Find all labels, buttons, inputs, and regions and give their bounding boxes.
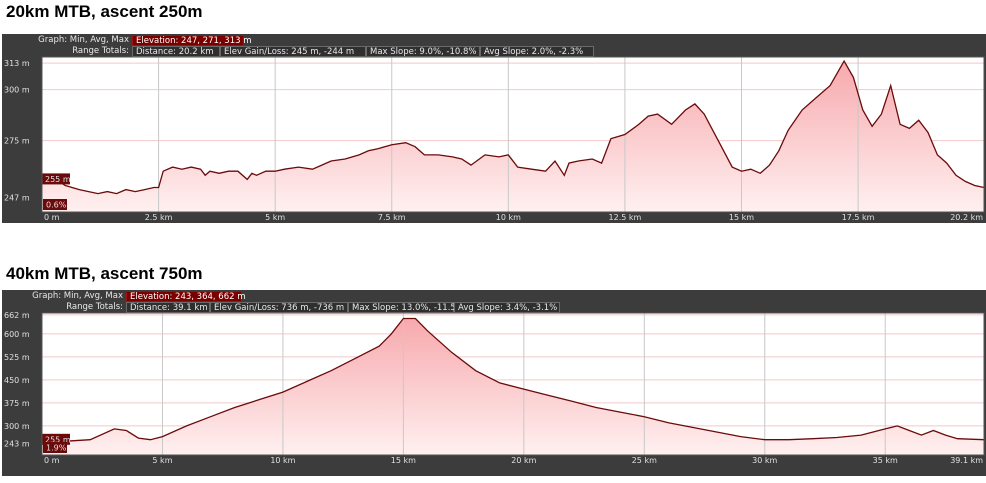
x-tick-label: 25 km (632, 456, 657, 465)
cursor-slope-badge (43, 199, 67, 210)
x-tick-label: 2.5 km (145, 213, 173, 222)
y-tick-label: 375 m (4, 399, 30, 408)
y-tick-label: 600 m (4, 330, 30, 339)
cursor-slope-label: 0.6% (46, 201, 67, 210)
y-tick-label: 275 m (4, 137, 30, 146)
elevation-area (42, 61, 984, 212)
cursor-slope-label: 1.9% (46, 444, 67, 453)
x-tick-label: 12.5 km (609, 213, 642, 222)
y-tick-label: 300 m (4, 86, 30, 95)
elevation-chart-1[interactable]: 247 m 275 m 300 m 313 m 0 m 2.5 km 5 km 7.5 km 1… (2, 34, 986, 223)
x-axis-band (42, 455, 986, 466)
elevation-profile-panel-1: Graph: Min, Avg, Max Elevation: 247, 271… (2, 34, 986, 223)
x-tick-label: 39.1 km (950, 456, 983, 465)
info-row-bottom-1: Range Totals: Distance: 20.2 km Elev Gai… (2, 46, 986, 57)
x-tick-label: 10 km (270, 456, 295, 465)
cursor-elevation-label: 255 m (45, 435, 71, 444)
chart-title-2: 40km MTB, ascent 750m (6, 264, 203, 283)
elevation-line (41, 59, 985, 195)
cursor-elevation-label: 255 m (45, 175, 71, 184)
x-tick-label: 15 km (391, 456, 416, 465)
x-tick-label: 17.5 km (842, 213, 875, 222)
cursor-slope-badge (43, 442, 67, 453)
x-tick-label: 35 km (873, 456, 898, 465)
elevation-stats: Elevation: 243, 364, 662 m (126, 291, 246, 302)
x-tick-label: 10 km (496, 213, 521, 222)
y-tick-label: 525 m (4, 353, 30, 362)
info-row-bottom-2: Range Totals: Distance: 39.1 km Elev Gai… (2, 302, 986, 313)
x-tick-label: 0 m (44, 456, 60, 465)
range-totals-label: Range Totals: (72, 46, 129, 56)
elevation-stats: Elevation: 247, 271, 313 m (132, 35, 252, 46)
graph-stats-label: Graph: Min, Avg, Max (32, 291, 123, 301)
x-tick-label: 0 m (44, 213, 60, 222)
y-tick-label: 450 m (4, 376, 30, 385)
x-tick-label: 5 km (265, 213, 285, 222)
elevation-profile-panel-2: Graph: Min, Avg, Max Elevation: 243, 364… (2, 290, 986, 476)
x-tick-label: 15 km (729, 213, 754, 222)
y-tick-label: 243 m (4, 439, 30, 448)
elevation-chart-2[interactable]: 243 m 300 m 375 m 450 m 525 m 600 m 662 m 0 m 5 … (2, 290, 986, 476)
x-tick-label: 30 km (752, 456, 777, 465)
y-tick-label: 300 m (4, 422, 30, 431)
x-tick-label: 20.2 km (950, 213, 983, 222)
chart-title-1: 20km MTB, ascent 250m (6, 2, 203, 21)
elevation-line (41, 317, 985, 443)
x-tick-label: 7.5 km (378, 213, 406, 222)
plot-frame (41, 312, 985, 456)
y-tick-label: 313 m (4, 59, 30, 68)
info-row-top-1: Graph: Min, Avg, Max Elevation: 247, 271… (2, 35, 986, 46)
y-tick-label: 662 m (4, 311, 30, 320)
plot-frame (41, 56, 985, 213)
x-tick-label: 5 km (152, 456, 172, 465)
y-tick-label: 247 m (4, 194, 30, 203)
range-totals-label: Range Totals: (66, 302, 123, 312)
graph-stats-label: Graph: Min, Avg, Max (38, 35, 129, 45)
x-axis-band (42, 212, 986, 223)
info-row-top-2: Graph: Min, Avg, Max Elevation: 243, 364… (2, 291, 986, 302)
x-tick-label: 20 km (511, 456, 536, 465)
cursor-elevation-badge (42, 173, 70, 185)
cursor-elevation-badge (42, 433, 70, 445)
